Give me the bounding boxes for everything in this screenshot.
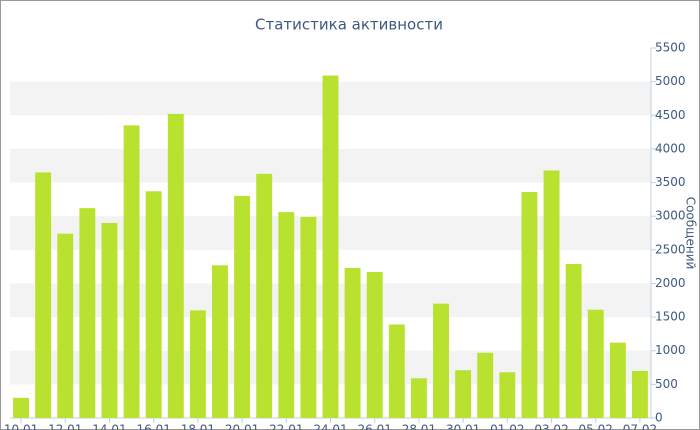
x-tick-label: 10.01 xyxy=(4,423,38,430)
x-tick-label: 26.01 xyxy=(358,423,392,430)
bar xyxy=(344,267,361,418)
bar xyxy=(565,263,582,418)
bar xyxy=(79,208,96,418)
x-tick-label: 28.01 xyxy=(402,423,436,430)
x-tick-label: 12.01 xyxy=(48,423,82,430)
bar xyxy=(433,303,449,418)
x-tick-label: 22.01 xyxy=(269,423,303,430)
bar xyxy=(212,265,228,418)
bar xyxy=(13,397,30,418)
bar xyxy=(477,352,494,418)
bar xyxy=(543,170,560,418)
bar xyxy=(234,196,251,418)
bar xyxy=(521,191,538,418)
bar xyxy=(123,125,140,418)
bar xyxy=(278,212,295,418)
bar xyxy=(256,173,273,418)
x-tick-label: 01.02 xyxy=(490,423,524,430)
x-tick-label: 07.02 xyxy=(623,423,657,430)
bar xyxy=(366,272,383,418)
bar xyxy=(322,75,339,418)
y-tick-label: 2000 xyxy=(655,276,686,290)
x-tick-label: 03.02 xyxy=(534,423,568,430)
y-tick-label: 5000 xyxy=(655,74,686,88)
x-tick-label: 30.01 xyxy=(446,423,480,430)
y-tick-label: 2500 xyxy=(655,242,686,256)
y-tick-label: 500 xyxy=(655,377,678,391)
bar xyxy=(57,233,74,418)
x-tick-label: 16.01 xyxy=(136,423,170,430)
x-tick-label: 14.01 xyxy=(92,423,126,430)
chart-title: Статистика активности xyxy=(255,16,443,34)
y-tick-label: 4000 xyxy=(655,141,686,155)
y-tick-label: 4500 xyxy=(655,108,686,122)
bar xyxy=(499,372,516,418)
bar xyxy=(587,309,604,418)
x-tick-label: 18.01 xyxy=(181,423,215,430)
bar xyxy=(609,342,626,418)
bar xyxy=(167,113,184,418)
x-tick-label: 20.01 xyxy=(225,423,259,430)
bar xyxy=(101,222,118,418)
bar xyxy=(388,324,405,418)
bar xyxy=(189,310,206,418)
y-tick-label: 5500 xyxy=(655,41,686,55)
x-tick-label: 05.02 xyxy=(579,423,613,430)
y-tick-label: 0 xyxy=(655,411,663,425)
bar xyxy=(410,378,427,418)
bar xyxy=(35,172,52,418)
x-tick-label: 24.01 xyxy=(313,423,347,430)
y-tick-label: 3000 xyxy=(655,209,686,223)
y-tick-label: 1500 xyxy=(655,310,686,324)
bar xyxy=(455,370,472,418)
bar xyxy=(631,370,648,418)
y-axis-label: Сообщений xyxy=(684,197,698,270)
bar xyxy=(145,191,162,418)
y-tick-label: 3500 xyxy=(655,175,686,189)
bar xyxy=(300,216,317,418)
y-tick-label: 1000 xyxy=(655,343,686,357)
